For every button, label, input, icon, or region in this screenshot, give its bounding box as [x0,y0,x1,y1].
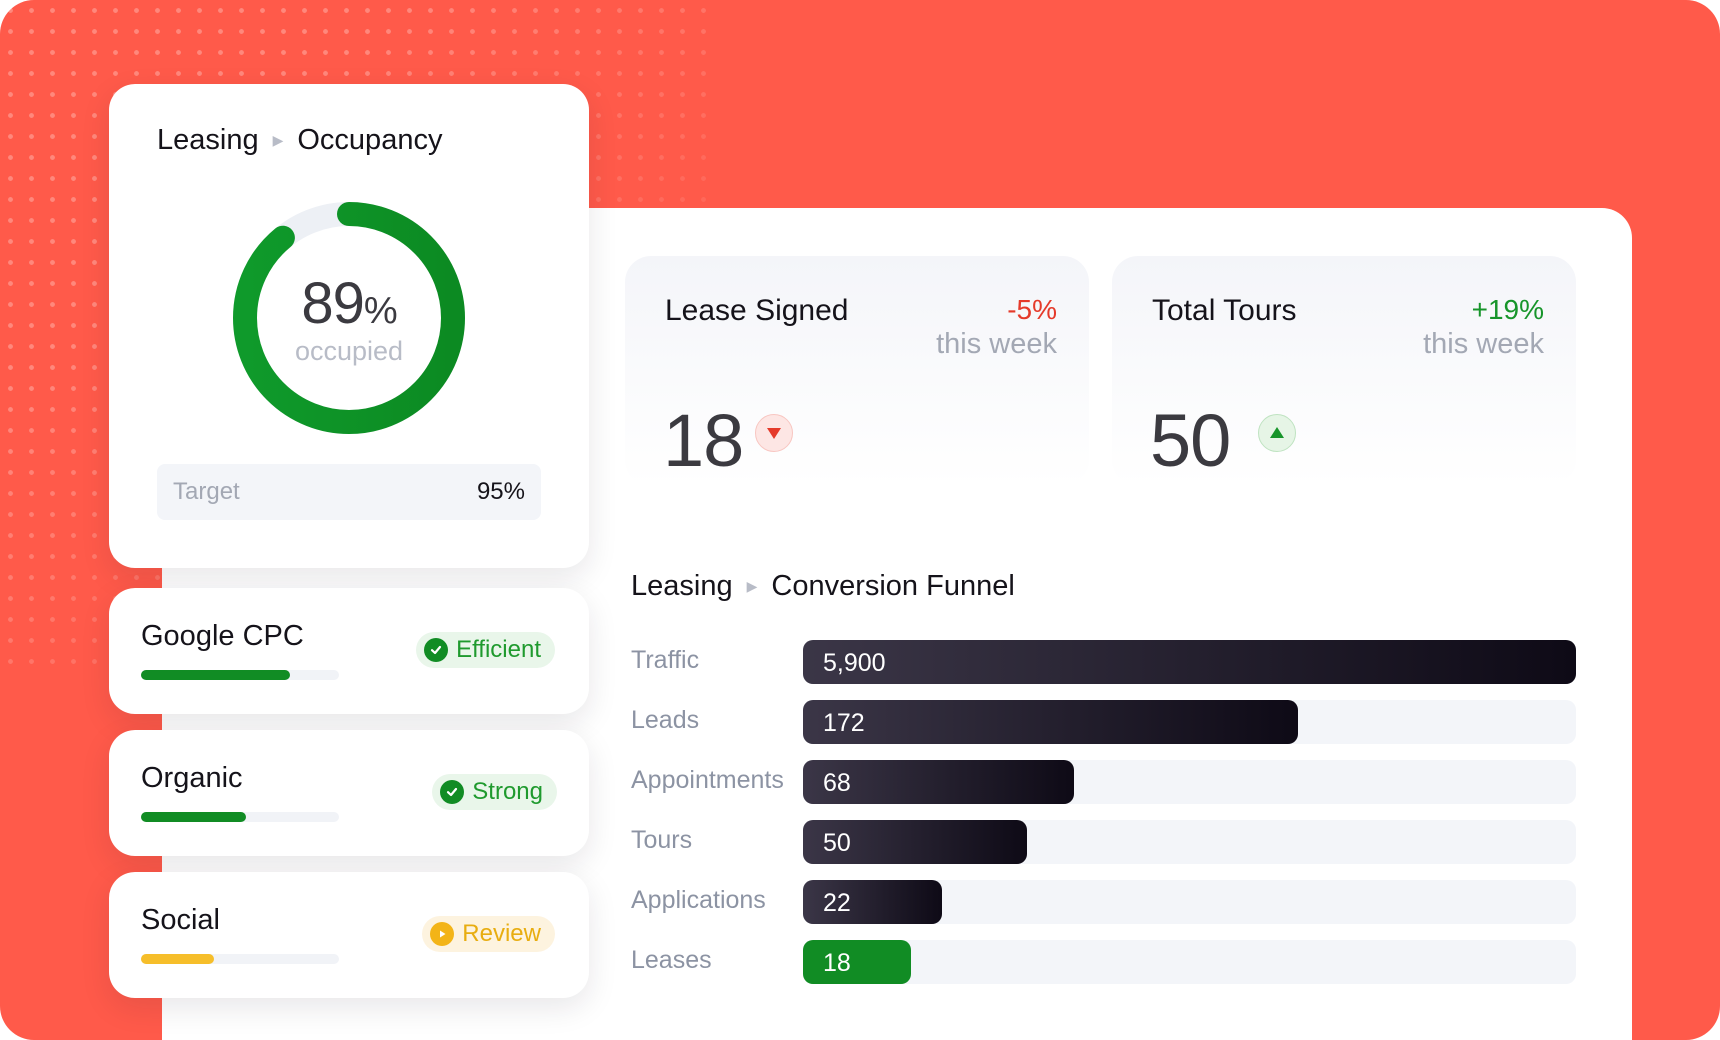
funnel-track: 172 [803,700,1576,744]
occupancy-donut [233,202,465,434]
kpi-period: this week [936,328,1057,360]
funnel-label: Applications [631,886,766,914]
occupancy-caption: occupied [294,336,404,366]
status-text: Efficient [456,636,541,663]
occupancy-number: 89 [301,271,365,336]
channel-progress-fill [141,670,290,680]
funnel-breadcrumb: Leasing ▶ Conversion Funnel [631,570,1015,603]
funnel-row-traffic: Traffic 5,900 [631,640,1576,684]
funnel-label: Leads [631,706,700,734]
channel-name: Google CPC [141,620,304,652]
channel-progress-fill [141,954,215,964]
funnel-value: 22 [823,889,851,917]
occupancy-unit: % [363,290,398,332]
channel-card-google-cpc[interactable]: Google CPC Efficient [109,588,589,714]
breadcrumb-separator-icon: ▶ [272,132,284,148]
play-circle-icon [430,922,455,946]
channel-progress-track [141,670,339,680]
funnel-bar: 172 [803,700,1298,744]
channel-progress-track [141,812,339,822]
target-label: Target [173,478,240,505]
funnel-track: 5,900 [803,640,1576,684]
kpi-title: Lease Signed [665,294,849,327]
status-badge: Efficient [416,632,555,668]
check-circle-icon [440,780,465,804]
kpi-card-total-tours: Total Tours +19% this week 50 [1112,256,1576,486]
funnel-bar: 50 [803,820,1028,864]
status-badge: Review [422,916,555,952]
funnel-label: Traffic [631,646,700,674]
breadcrumb-separator-icon: ▶ [746,578,758,594]
breadcrumb-current: Occupancy [297,124,443,156]
breadcrumb-parent[interactable]: Leasing [157,124,259,156]
kpi-value: 50 [1150,399,1231,482]
funnel-row-leases: Leases 18 [631,940,1576,984]
kpi-title: Total Tours [1152,294,1297,327]
funnel-row-leads: Leads 172 [631,700,1576,744]
status-badge: Strong [432,774,557,810]
funnel-bar: 22 [803,880,943,924]
kpi-card-lease-signed: Lease Signed -5% this week 18 [625,256,1089,486]
target-value: 95% [476,478,525,505]
kpi-change: +19% [1471,294,1544,325]
kpi-period: this week [1423,328,1544,360]
check-circle-icon [424,638,449,662]
breadcrumb-parent[interactable]: Leasing [631,570,733,602]
funnel-row-appointments: Appointments 68 [631,760,1576,804]
funnel-row-tours: Tours 50 [631,820,1576,864]
funnel-label: Leases [631,946,712,974]
funnel-track: 22 [803,880,1576,924]
funnel-value: 172 [823,709,865,737]
status-text: Review [462,920,541,947]
funnel-track: 50 [803,820,1576,864]
channel-card-organic[interactable]: Organic Strong [109,730,589,856]
funnel-value: 50 [823,829,851,857]
funnel-track: 68 [803,760,1576,804]
channel-progress-track [141,954,339,964]
donut-center: 89% occupied [231,200,467,436]
occupancy-card: Leasing ▶ Occupancy 89% occupied Target … [109,84,589,568]
triangle-up-icon [1258,414,1296,452]
channel-progress-fill [141,812,246,822]
funnel-label: Tours [631,826,693,854]
occupancy-value: 89% [231,270,467,337]
target-row: Target 95% [157,464,541,520]
funnel-row-applications: Applications 22 [631,880,1576,924]
kpi-value: 18 [663,399,744,482]
funnel-value: 5,900 [823,649,886,677]
channel-card-social[interactable]: Social Review [109,872,589,998]
donut-arc [233,202,465,434]
funnel-value: 68 [823,769,851,797]
status-text: Strong [472,778,543,805]
funnel-bar: 68 [803,760,1074,804]
funnel-value: 18 [823,949,851,977]
funnel-bar: 18 [803,940,912,984]
triangle-down-icon [755,414,793,452]
funnel-label: Appointments [631,766,784,794]
occupancy-breadcrumb: Leasing ▶ Occupancy [157,124,442,157]
breadcrumb-current: Conversion Funnel [771,570,1015,602]
funnel-bar: 5,900 [803,640,1576,684]
funnel-track: 18 [803,940,1576,984]
channel-name: Social [141,904,220,936]
channel-name: Organic [141,762,243,794]
kpi-change: -5% [1007,294,1057,325]
